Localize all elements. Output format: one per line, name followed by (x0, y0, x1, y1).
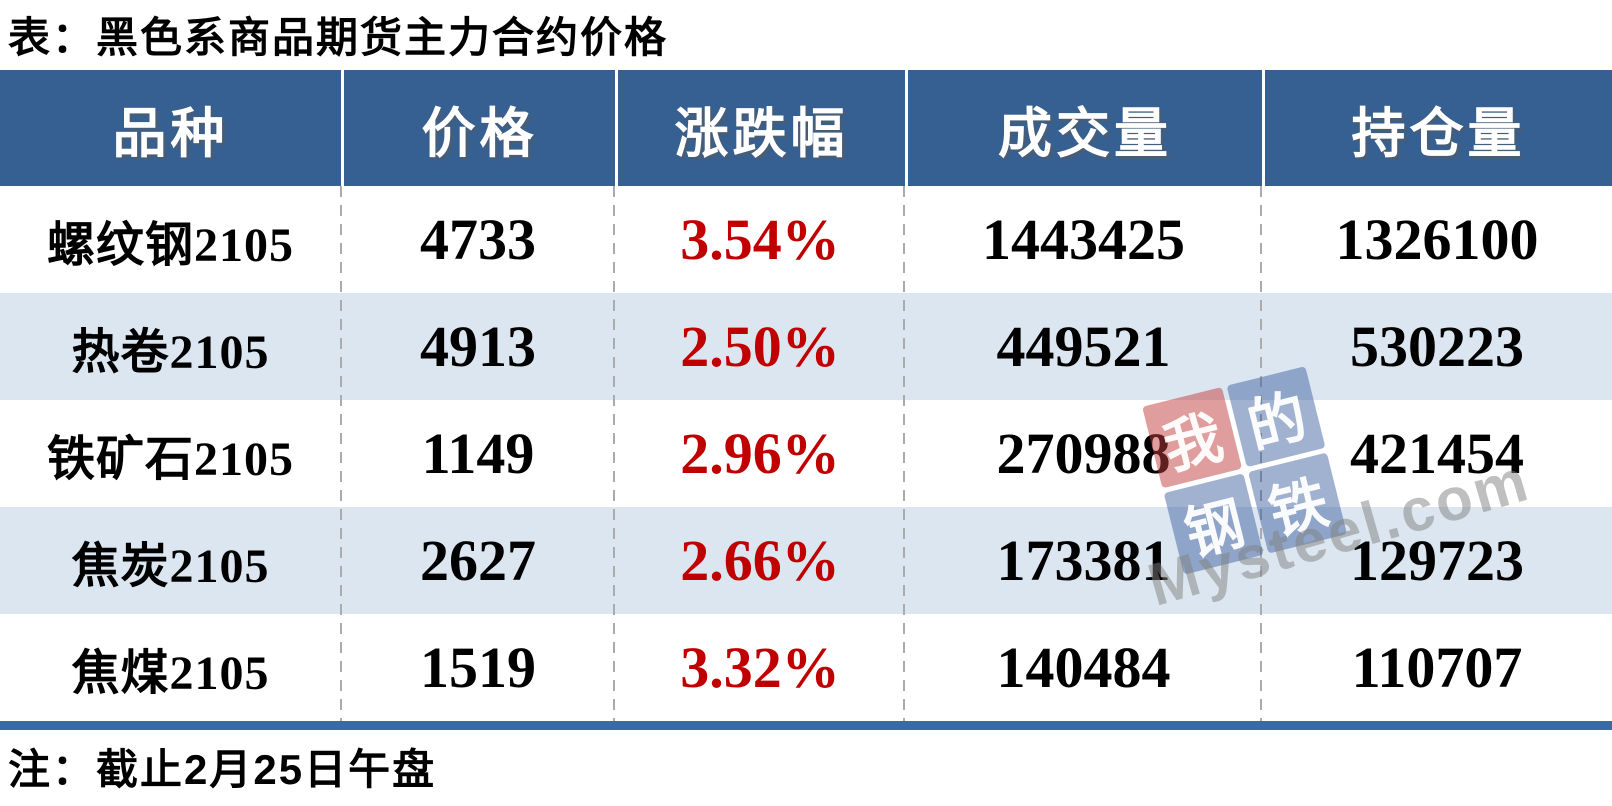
cell-change: 3.32% (680, 635, 840, 700)
column-divider (903, 186, 905, 721)
table-header-row: 品种 价格 涨跌幅 成交量 持仓量 (0, 70, 1612, 186)
column-header-variety: 品种 (112, 103, 229, 164)
cell-change: 2.66% (680, 528, 840, 593)
cell-volume: 140484 (996, 635, 1171, 700)
cell-volume: 449521 (996, 314, 1171, 379)
cell-variety: 铁矿石2105 (46, 432, 294, 486)
table-bottom-border (0, 721, 1612, 730)
footnote: 注：截止2月25日午盘 (8, 746, 437, 793)
cell-volume: 1443425 (982, 207, 1185, 272)
table-body: 螺纹钢2105 4733 3.54% 1443425 1326100 热卷210… (0, 186, 1612, 721)
column-header-open-interest: 持仓量 (1262, 70, 1612, 186)
table-row: 热卷2105 4913 2.50% 449521 530223 (0, 293, 1612, 400)
column-divider (613, 186, 615, 721)
column-header-volume: 成交量 (905, 70, 1262, 186)
cell-volume: 173381 (996, 528, 1171, 593)
cell-volume: 270988 (996, 421, 1171, 486)
cell-open-interest: 530223 (1350, 314, 1524, 379)
table-row: 铁矿石2105 1149 2.96% 270988 421454 (0, 400, 1612, 507)
cell-variety: 热卷2105 (71, 325, 270, 379)
cell-open-interest: 110707 (1351, 635, 1523, 700)
page-title: 表：黑色系商品期货主力合约价格 (8, 14, 669, 61)
cell-variety: 焦煤2105 (71, 646, 270, 700)
cell-price: 4913 (420, 314, 536, 379)
futures-table: 品种 价格 涨跌幅 成交量 持仓量 螺纹钢2105 4733 3.54% 144… (0, 70, 1612, 721)
table-row: 焦炭2105 2627 2.66% 173381 129723 (0, 507, 1612, 614)
column-divider (1260, 186, 1262, 721)
column-header-change: 涨跌幅 (615, 70, 905, 186)
cell-price: 4733 (420, 207, 536, 272)
cell-variety: 螺纹钢2105 (46, 218, 294, 272)
cell-change: 2.50% (680, 314, 840, 379)
cell-price: 2627 (420, 528, 536, 593)
column-header-price: 价格 (341, 70, 615, 186)
cell-variety: 焦炭2105 (71, 539, 270, 593)
cell-open-interest: 1326100 (1335, 207, 1539, 272)
cell-price: 1519 (420, 635, 536, 700)
cell-change: 3.54% (680, 207, 840, 272)
column-divider (340, 186, 342, 721)
cell-open-interest: 129723 (1350, 528, 1524, 593)
cell-change: 2.96% (680, 421, 840, 486)
cell-price: 1149 (421, 421, 535, 486)
cell-open-interest: 421454 (1350, 421, 1524, 486)
table-row: 焦煤2105 1519 3.32% 140484 110707 (0, 614, 1612, 721)
table-row: 螺纹钢2105 4733 3.54% 1443425 1326100 (0, 186, 1612, 293)
